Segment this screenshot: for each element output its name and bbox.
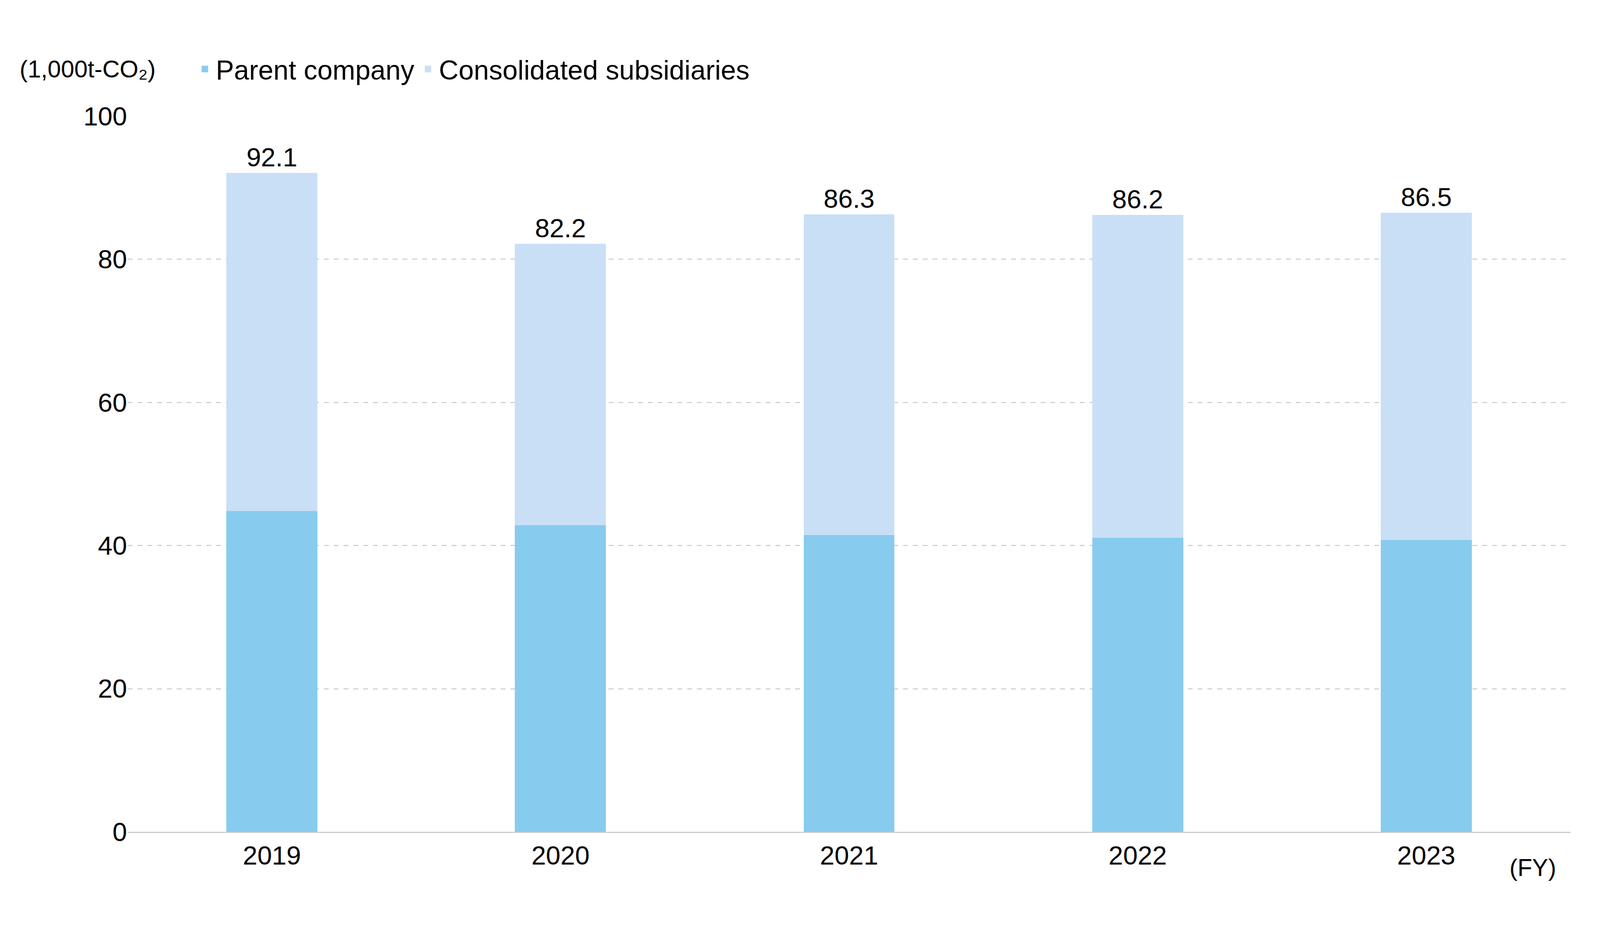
svg-text:2021: 2021	[820, 840, 879, 870]
svg-text:86.2: 86.2	[1111, 184, 1163, 214]
svg-text:20: 20	[98, 674, 128, 703]
svg-text:(FY): (FY)	[1509, 853, 1557, 881]
svg-text:Parent company: Parent company	[215, 55, 415, 86]
svg-text:100: 100	[83, 101, 128, 131]
svg-text:92.1: 92.1	[246, 142, 298, 172]
svg-text:0: 0	[112, 817, 128, 847]
svg-text:60: 60	[98, 388, 128, 418]
svg-text:80: 80	[98, 244, 128, 274]
svg-text:86.3: 86.3	[823, 184, 875, 214]
svg-text:86.5: 86.5	[1400, 182, 1452, 212]
svg-text:2019: 2019	[242, 840, 302, 870]
svg-text:(1,000t-CO₂): (1,000t-CO₂)	[19, 55, 156, 83]
svg-text:Consolidated subsidiaries: Consolidated subsidiaries	[438, 55, 750, 86]
svg-text:2023: 2023	[1397, 840, 1456, 870]
svg-text:2022: 2022	[1108, 840, 1168, 870]
svg-text:2020: 2020	[531, 840, 590, 870]
svg-text:82.2: 82.2	[534, 213, 586, 243]
svg-text:40: 40	[98, 531, 128, 561]
